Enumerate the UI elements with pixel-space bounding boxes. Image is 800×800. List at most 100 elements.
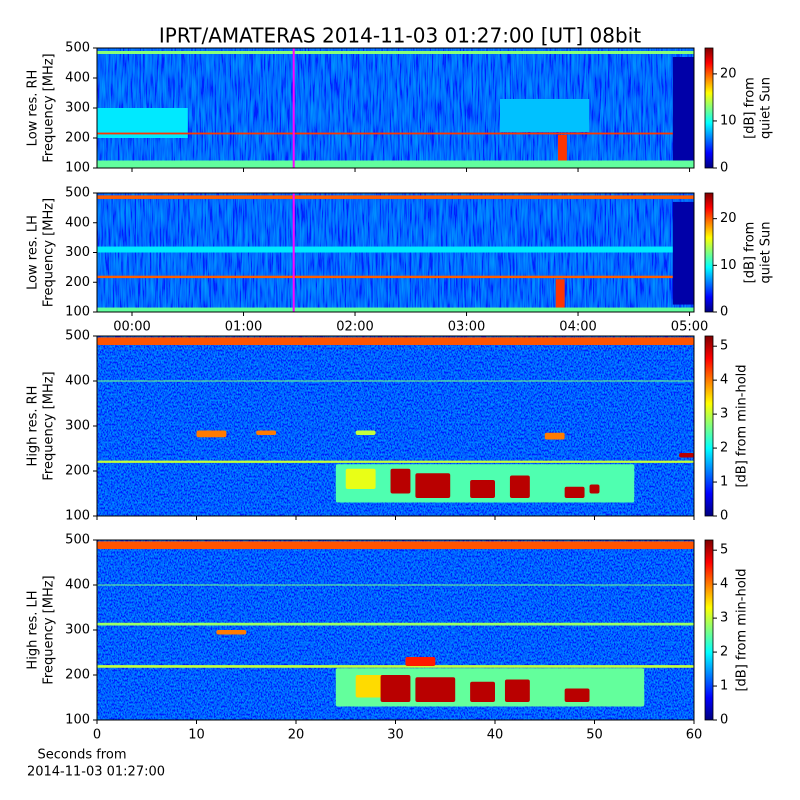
spectrogram-feature bbox=[672, 57, 694, 161]
y-tick-label: 100 bbox=[65, 509, 90, 524]
colorbar-tick-label: 1 bbox=[720, 679, 728, 694]
spectrogram-feature bbox=[97, 584, 694, 586]
colorbar-label: quiet Sun bbox=[759, 77, 774, 139]
y-axis-label: Low res. LH bbox=[26, 215, 41, 290]
spectrogram-feature bbox=[97, 380, 694, 382]
spectrogram-feature bbox=[97, 665, 694, 668]
y-axis-label: Frequency [MHz] bbox=[42, 53, 57, 162]
colorbar-tick-label: 4 bbox=[720, 373, 728, 388]
spectrogram-feature bbox=[390, 468, 411, 494]
spectrogram-feature bbox=[97, 246, 694, 253]
x-tick-label: 00:00 bbox=[113, 320, 150, 335]
spectrogram-feature bbox=[97, 132, 694, 135]
y-tick-label: 100 bbox=[65, 713, 90, 728]
y-axis-label: Frequency [MHz] bbox=[42, 575, 57, 684]
spectrogram-feature bbox=[97, 195, 694, 199]
y-tick-label: 300 bbox=[65, 623, 90, 638]
spectrogram-feature bbox=[415, 677, 456, 702]
colorbar-tick-label: 10 bbox=[720, 113, 737, 128]
x-axis-label: 2014-11-03 01:27:00 bbox=[27, 765, 165, 780]
plot-area bbox=[97, 48, 694, 168]
x-axis-label: Seconds from bbox=[37, 748, 126, 763]
y-tick-label: 400 bbox=[65, 71, 90, 86]
spectrogram-feature bbox=[345, 468, 376, 489]
spectrogram-feature bbox=[97, 622, 694, 626]
colorbar-tick-label: 5 bbox=[720, 543, 728, 558]
spectrogram-feature bbox=[97, 541, 694, 549]
spectrogram-feature bbox=[470, 480, 495, 498]
x-tick-label: 02:00 bbox=[336, 320, 373, 335]
x-tick-label: 10 bbox=[188, 728, 205, 743]
y-tick-label: 200 bbox=[65, 668, 90, 683]
x-tick-label: 50 bbox=[586, 728, 603, 743]
spectrogram-texture bbox=[97, 48, 694, 168]
y-axis-label: High res. RH bbox=[26, 386, 41, 467]
plot-area bbox=[97, 540, 694, 720]
colorbar-label: quiet Sun bbox=[759, 221, 774, 283]
spectrogram-feature bbox=[380, 675, 411, 702]
y-tick-label: 300 bbox=[65, 101, 90, 116]
y-axis-label: Frequency [MHz] bbox=[42, 371, 57, 480]
spectrogram-feature bbox=[256, 430, 277, 435]
spectrogram-feature bbox=[355, 675, 386, 698]
x-tick-label: 40 bbox=[487, 728, 504, 743]
y-tick-label: 200 bbox=[65, 464, 90, 479]
y-tick-label: 500 bbox=[65, 41, 90, 56]
colorbar-label: [dB] from bbox=[743, 77, 758, 139]
colorbar-tick-label: 0 bbox=[720, 305, 728, 320]
y-tick-label: 300 bbox=[65, 245, 90, 260]
colorbar-tick-label: 1 bbox=[720, 475, 728, 490]
y-tick-label: 400 bbox=[65, 578, 90, 593]
y-axis-label: Frequency [MHz] bbox=[42, 198, 57, 307]
y-tick-label: 500 bbox=[65, 186, 90, 201]
colorbar-tick-label: 3 bbox=[720, 611, 728, 626]
spectrogram-feature bbox=[504, 679, 530, 702]
colorbar bbox=[704, 192, 714, 313]
colorbar bbox=[704, 335, 714, 517]
spectrogram-feature bbox=[97, 460, 694, 463]
x-tick-label: 60 bbox=[686, 728, 703, 743]
spectrogram-feature bbox=[97, 275, 694, 279]
x-tick-label: 05:00 bbox=[671, 320, 708, 335]
spectrogram-feature bbox=[216, 630, 247, 635]
colorbar-tick-label: 20 bbox=[720, 211, 737, 226]
colorbar-tick-label: 3 bbox=[720, 407, 728, 422]
x-tick-label: 0 bbox=[93, 728, 101, 743]
spectrogram-feature bbox=[355, 430, 376, 435]
spectrogram-feature bbox=[564, 486, 585, 498]
y-tick-label: 400 bbox=[65, 374, 90, 389]
spectrogram-feature bbox=[679, 453, 694, 458]
spectrogram-feature bbox=[405, 657, 436, 666]
spectrogram-feature bbox=[97, 307, 694, 312]
colorbar-tick-label: 2 bbox=[720, 645, 728, 660]
colorbar-tick-label: 20 bbox=[720, 66, 737, 81]
spectrogram-feature bbox=[544, 432, 565, 440]
y-axis-label: High res. LH bbox=[26, 590, 41, 669]
x-tick-label: 01:00 bbox=[225, 320, 262, 335]
colorbar-label: [dB] from min-hold bbox=[735, 364, 750, 487]
colorbar-tick-label: 0 bbox=[720, 713, 728, 728]
plot-area bbox=[97, 336, 694, 516]
spectrogram-feature bbox=[97, 337, 694, 345]
y-tick-label: 200 bbox=[65, 131, 90, 146]
y-tick-label: 300 bbox=[65, 419, 90, 434]
y-tick-label: 100 bbox=[65, 161, 90, 176]
colorbar-tick-label: 10 bbox=[720, 258, 737, 273]
spectrogram-feature bbox=[415, 473, 451, 498]
x-tick-label: 03:00 bbox=[448, 320, 485, 335]
y-tick-label: 500 bbox=[65, 533, 90, 548]
colorbar-tick-label: 4 bbox=[720, 577, 728, 592]
colorbar-label: [dB] from bbox=[743, 222, 758, 284]
spectrogram-feature bbox=[196, 430, 227, 438]
spectrogram-feature bbox=[557, 135, 567, 161]
spectrogram-feature bbox=[97, 160, 694, 168]
colorbar-label: [dB] from min-hold bbox=[735, 568, 750, 691]
figure-title: IPRT/AMATERAS 2014-11-03 01:27:00 [UT] 0… bbox=[159, 24, 641, 48]
colorbar-tick-label: 0 bbox=[720, 161, 728, 176]
x-tick-label: 20 bbox=[288, 728, 305, 743]
colorbar-tick-label: 2 bbox=[720, 441, 728, 456]
spectrogram-feature bbox=[470, 681, 495, 702]
colorbar-tick-label: 5 bbox=[720, 339, 728, 354]
spectrogram-feature bbox=[564, 688, 590, 702]
